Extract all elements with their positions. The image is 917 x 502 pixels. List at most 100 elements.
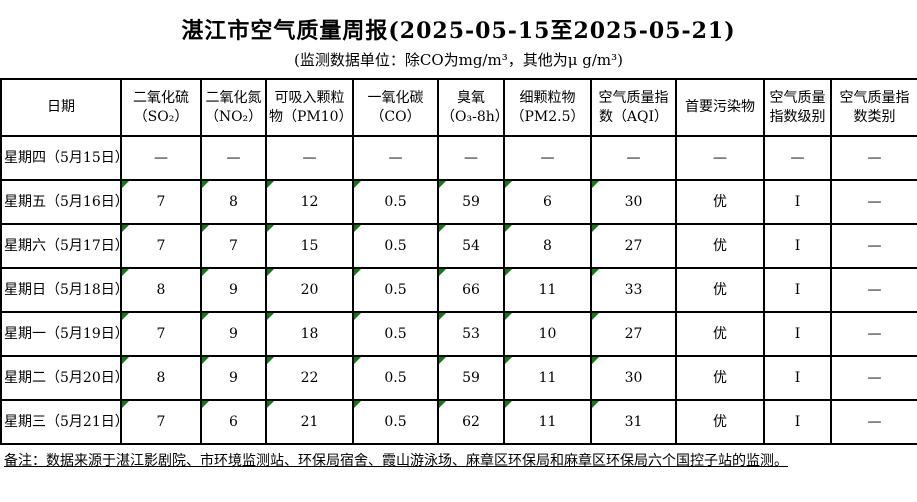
cell-value: 优	[713, 369, 727, 386]
cell-value: I	[794, 281, 801, 298]
cell-value: 53	[462, 325, 480, 342]
data-cell: 优	[675, 355, 765, 402]
cell-value: 27	[624, 325, 643, 342]
data-cell: I	[763, 179, 832, 226]
data-cell: 优	[675, 267, 765, 314]
data-cell: 8	[120, 267, 202, 314]
cell-value: 0.5	[384, 281, 407, 298]
green-flag-triangle-icon	[268, 314, 274, 321]
day-cell: 星期日（5月18日）	[0, 267, 122, 314]
data-cell: —	[265, 135, 354, 182]
data-cell: —	[200, 135, 267, 182]
table-row-thu: 星期四（5月15日） — — — — — — — — — —	[0, 135, 917, 182]
cell-value: —	[867, 193, 882, 210]
data-cell: I	[763, 223, 832, 270]
cell-value: 7	[229, 237, 238, 254]
cell-value: —	[867, 149, 882, 166]
data-cell: I	[763, 355, 832, 402]
day-cell: 星期六（5月17日）	[0, 223, 122, 270]
data-cell: 9	[200, 311, 267, 358]
green-flag-triangle-icon	[203, 270, 209, 277]
data-cell: 31	[590, 399, 677, 446]
green-flag-triangle-icon	[355, 402, 361, 409]
table-row-sat: 星期六（5月17日） 7 7 15 0.5 54 8 27 优 I —	[0, 223, 917, 270]
header-row: 日期 二氧化硫 （SO₂） 二氧化氮 （NO₂） 可吸入颗粒物（PM10） 一氧…	[0, 78, 917, 138]
green-flag-triangle-icon	[355, 358, 361, 365]
report-subtitle: (监测数据单位：除CO为mg/m³，其他为μ g/m³)	[293, 51, 623, 70]
cell-value: 11	[538, 369, 557, 386]
cell-value: 30	[624, 369, 643, 386]
green-flag-triangle-icon	[123, 358, 129, 365]
header-cell-aqi-level: 空气质量 指数级别	[763, 78, 832, 138]
data-cell: 30	[590, 179, 677, 226]
data-cell: 27	[590, 311, 677, 358]
cell-value: 10	[538, 325, 557, 342]
green-flag-triangle-icon	[123, 182, 129, 189]
cell-value: 0.5	[384, 369, 407, 386]
day-cell: 星期一（5月19日）	[0, 311, 122, 358]
green-flag-triangle-icon	[268, 182, 274, 189]
cell-value: 7	[156, 237, 166, 254]
green-flag-triangle-icon	[506, 182, 512, 189]
cell-value: 12	[300, 193, 319, 210]
data-cell: 0.5	[352, 267, 439, 314]
header-cell-so2: 二氧化硫 （SO₂）	[120, 78, 202, 138]
data-cell: 66	[437, 267, 505, 314]
data-cell: 33	[590, 267, 677, 314]
cell-value: 0.5	[384, 237, 407, 254]
green-flag-triangle-icon	[440, 358, 446, 365]
data-cell: 优	[675, 399, 765, 446]
cell-value: 0.5	[384, 413, 407, 430]
header-cell-pm10: 可吸入颗粒物（PM10）	[265, 78, 354, 138]
cell-value: 59	[462, 193, 480, 210]
air-quality-weekly-report: 湛江市空气质量周报(2025-05-15至2025-05-21) (监测数据单位…	[0, 18, 917, 502]
cell-value: —	[302, 149, 317, 166]
cell-value: 21	[300, 413, 319, 430]
cell-value: —	[790, 149, 805, 166]
green-flag-triangle-icon	[440, 314, 446, 321]
data-cell: —	[437, 135, 505, 182]
cell-value: 优	[713, 193, 727, 210]
data-cell: 21	[265, 399, 354, 446]
report-title: 湛江市空气质量周报(2025-05-15至2025-05-21)	[181, 18, 736, 44]
cell-value: 9	[229, 325, 238, 342]
cell-value: 11	[538, 413, 557, 430]
green-flag-triangle-icon	[506, 358, 512, 365]
cell-value: 20	[300, 281, 319, 298]
table-row-wed: 星期三（5月21日） 7 6 21 0.5 62 11 31 优 I —	[0, 399, 917, 446]
green-flag-triangle-icon	[506, 402, 512, 409]
table-row-tue: 星期二（5月20日） 8 9 22 0.5 59 11 30 优 I —	[0, 355, 917, 402]
data-cell: —	[830, 179, 917, 226]
green-flag-triangle-icon	[203, 226, 209, 233]
data-cell: 27	[590, 223, 677, 270]
green-flag-triangle-icon	[593, 226, 599, 233]
data-cell: 12	[265, 179, 354, 226]
cell-value: 优	[713, 325, 727, 342]
day-cell: 星期二（5月20日）	[0, 355, 122, 402]
green-flag-triangle-icon	[506, 226, 512, 233]
data-cell: 8	[120, 355, 202, 402]
data-cell: 优	[675, 179, 765, 226]
green-flag-triangle-icon	[123, 270, 129, 277]
cell-value: I	[794, 325, 801, 342]
data-cell: 62	[437, 399, 505, 446]
green-flag-triangle-icon	[123, 314, 129, 321]
cell-value: 9	[229, 369, 238, 386]
data-cell: 7	[200, 223, 267, 270]
data-cell: 20	[265, 267, 354, 314]
day-cell: 星期四（5月15日）	[0, 135, 122, 182]
data-cell: 优	[675, 223, 765, 270]
cell-value: I	[794, 237, 801, 254]
data-cell: 11	[503, 267, 592, 314]
cell-value: 59	[462, 369, 480, 386]
cell-value: 6	[543, 193, 552, 210]
data-cell: —	[503, 135, 592, 182]
cell-value: 优	[713, 237, 727, 254]
cell-value: 优	[713, 281, 727, 298]
cell-value: —	[867, 325, 882, 342]
cell-value: 8	[543, 237, 552, 254]
green-flag-triangle-icon	[355, 226, 361, 233]
data-cell: —	[830, 267, 917, 314]
data-cell: 11	[503, 355, 592, 402]
table-row-fri: 星期五（5月16日） 7 8 12 0.5 59 6 30 优 I —	[0, 179, 917, 226]
